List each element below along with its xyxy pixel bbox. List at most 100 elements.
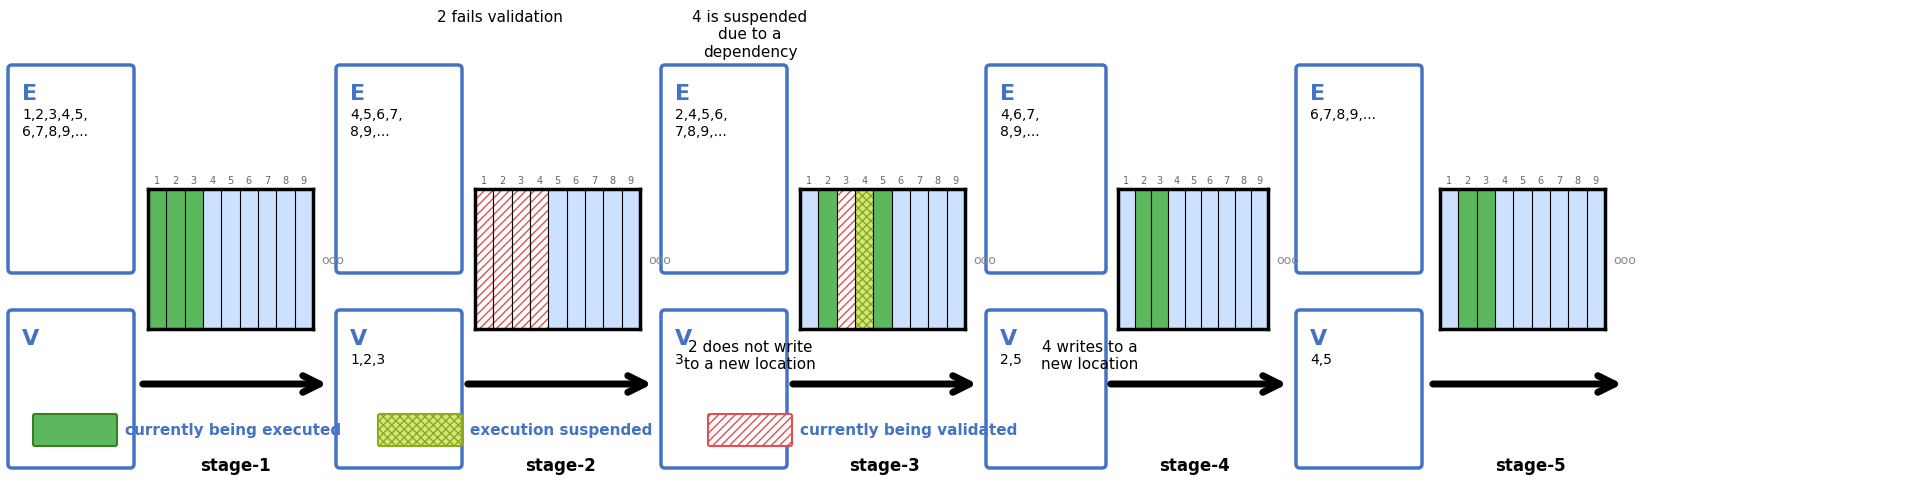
FancyBboxPatch shape [1296,310,1423,468]
Text: 3: 3 [191,176,197,186]
Text: 9: 9 [1257,176,1263,186]
Bar [1151,190,1168,329]
Bar [295,190,312,329]
Bar [800,190,817,329]
Text: ooo: ooo [320,253,343,266]
Text: 4,6,7,
8,9,...: 4,6,7, 8,9,... [1001,108,1039,139]
Text: 4 writes to a
new location: 4 writes to a new location [1041,339,1139,372]
Bar [891,190,910,329]
Bar [185,190,202,329]
Text: E: E [675,84,690,104]
Bar [817,190,837,329]
Text: 3: 3 [843,176,848,186]
FancyBboxPatch shape [985,66,1107,273]
Bar [1531,190,1550,329]
Text: 8: 8 [281,176,289,186]
Text: 4: 4 [536,176,542,186]
Bar [511,190,530,329]
Bar [166,190,185,329]
Text: 5: 5 [1190,176,1195,186]
Text: 1: 1 [482,176,488,186]
Text: 3: 3 [1157,176,1163,186]
Text: 2: 2 [1139,176,1145,186]
Text: 6: 6 [573,176,578,186]
Text: 4: 4 [1502,176,1508,186]
Bar [474,190,494,329]
Text: currently being validated: currently being validated [800,423,1018,438]
Text: 5: 5 [879,176,885,186]
Text: 1: 1 [154,176,160,186]
Text: ooo: ooo [974,253,997,266]
Bar [854,190,873,329]
Text: stage-2: stage-2 [524,456,596,474]
Text: 4,5,6,7,
8,9,...: 4,5,6,7, 8,9,... [351,108,403,139]
Bar [567,190,584,329]
Bar [1251,190,1269,329]
Text: 2: 2 [172,176,179,186]
FancyBboxPatch shape [378,414,463,446]
Bar [1184,190,1201,329]
Text: 3: 3 [519,176,524,186]
Text: stage-4: stage-4 [1159,456,1230,474]
Text: stage-3: stage-3 [850,456,920,474]
Text: currently being executed: currently being executed [125,423,341,438]
Text: 2: 2 [825,176,831,186]
Bar [873,190,891,329]
Text: 2,4,5,6,
7,8,9,...: 2,4,5,6, 7,8,9,... [675,108,727,139]
Text: ooo: ooo [648,253,671,266]
FancyBboxPatch shape [1296,66,1423,273]
Bar [929,190,947,329]
Text: 6: 6 [1539,176,1544,186]
Bar [621,190,640,329]
Text: 2,5: 2,5 [1001,352,1022,366]
Text: 3: 3 [1483,176,1488,186]
Text: 2: 2 [1465,176,1471,186]
Bar [222,190,239,329]
Text: 5: 5 [1519,176,1525,186]
Text: 1: 1 [806,176,812,186]
Text: 6,7,8,9,...: 6,7,8,9,... [1309,108,1377,122]
Text: V: V [21,328,39,348]
Text: E: E [1001,84,1016,104]
Text: 4 is suspended
due to a
dependency: 4 is suspended due to a dependency [692,10,808,60]
Bar [548,190,567,329]
Text: 9: 9 [952,176,958,186]
Bar [276,190,295,329]
Text: execution suspended: execution suspended [470,423,652,438]
Bar [584,190,603,329]
Bar [1458,190,1477,329]
Bar [258,190,276,329]
Text: 1,2,3,4,5,
6,7,8,9,...: 1,2,3,4,5, 6,7,8,9,... [21,108,89,139]
FancyBboxPatch shape [335,310,463,468]
Text: 7: 7 [916,176,922,186]
Text: ooo: ooo [1614,253,1635,266]
Text: 7: 7 [1556,176,1562,186]
Bar [148,190,166,329]
Text: 4,5: 4,5 [1309,352,1332,366]
Text: 8: 8 [1575,176,1581,186]
Bar [1567,190,1587,329]
Bar [1513,190,1531,329]
Text: 2 fails validation: 2 fails validation [438,10,563,25]
Text: 4: 4 [1174,176,1180,186]
Text: ooo: ooo [1276,253,1299,266]
FancyBboxPatch shape [335,66,463,273]
Text: 5: 5 [555,176,561,186]
Bar [494,190,511,329]
FancyBboxPatch shape [985,310,1107,468]
Bar [1218,190,1234,329]
Bar [1550,190,1567,329]
Text: 2 does not write
to a new location: 2 does not write to a new location [684,339,816,372]
Text: 1,2,3: 1,2,3 [351,352,386,366]
Text: 9: 9 [301,176,307,186]
FancyBboxPatch shape [661,66,787,273]
Bar [603,190,621,329]
Text: 8: 8 [609,176,615,186]
Text: 8: 8 [1240,176,1245,186]
Text: V: V [1001,328,1018,348]
Text: E: E [1309,84,1325,104]
Text: 7: 7 [592,176,598,186]
Bar [1494,190,1513,329]
FancyBboxPatch shape [8,66,135,273]
Text: V: V [675,328,692,348]
